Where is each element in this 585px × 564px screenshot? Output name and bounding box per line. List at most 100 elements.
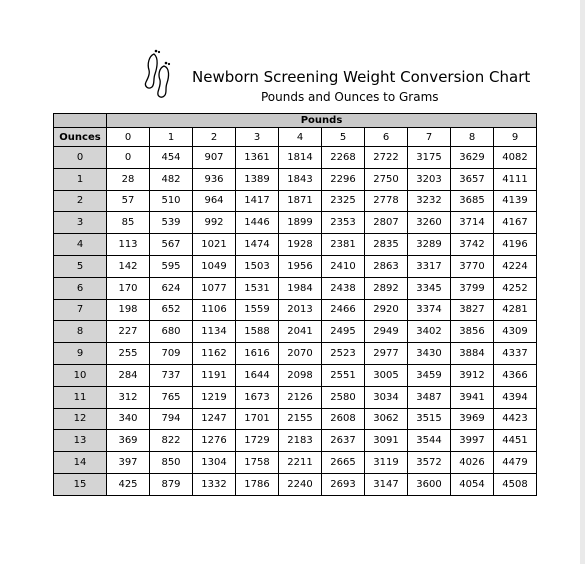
grams-cell: 2807 bbox=[364, 211, 408, 235]
grams-cell: 2466 bbox=[321, 298, 365, 322]
table-row: 10 284 737 1191 1644 2098 2551 3005 3459 3912 4366 bbox=[53, 363, 537, 387]
ounces-row-header: 14 bbox=[53, 451, 107, 474]
grams-cell: 4139 bbox=[493, 189, 537, 213]
grams-cell: 936 bbox=[192, 167, 236, 191]
grams-cell: 1106 bbox=[192, 298, 236, 322]
grams-cell: 3827 bbox=[450, 298, 494, 322]
grams-cell: 2268 bbox=[321, 146, 365, 169]
grams-cell: 794 bbox=[149, 407, 193, 431]
grams-cell: 2977 bbox=[364, 342, 408, 365]
grams-cell: 2665 bbox=[321, 451, 365, 474]
grams-cell: 3629 bbox=[450, 146, 494, 169]
grams-cell: 1361 bbox=[235, 146, 279, 169]
grams-cell: 3742 bbox=[450, 233, 494, 256]
chart-title: Newborn Screening Weight Conversion Char… bbox=[192, 68, 531, 86]
grams-cell: 3175 bbox=[407, 146, 451, 169]
grams-cell: 3402 bbox=[407, 320, 451, 344]
grams-cell: 2608 bbox=[321, 407, 365, 431]
grams-cell: 2353 bbox=[321, 211, 365, 235]
grams-cell: 1758 bbox=[235, 451, 279, 474]
grams-cell: 624 bbox=[149, 276, 193, 300]
grams-cell: 1673 bbox=[235, 385, 279, 409]
grams-cell: 255 bbox=[106, 342, 150, 365]
grams-cell: 3572 bbox=[407, 451, 451, 474]
grams-cell: 425 bbox=[106, 472, 150, 496]
ounces-label: Ounces bbox=[53, 127, 107, 147]
grams-cell: 992 bbox=[192, 211, 236, 235]
grams-cell: 3374 bbox=[407, 298, 451, 322]
ounces-row-header: 9 bbox=[53, 342, 107, 365]
grams-cell: 2523 bbox=[321, 342, 365, 365]
grams-cell: 397 bbox=[106, 451, 150, 474]
table-row: 1 28 482 936 1389 1843 2296 2750 3203 3657 4111 bbox=[53, 167, 537, 191]
grams-cell: 1928 bbox=[278, 233, 322, 256]
pound-column-header: 7 bbox=[407, 127, 451, 147]
grams-cell: 2126 bbox=[278, 385, 322, 409]
grams-cell: 2296 bbox=[321, 167, 365, 191]
grams-cell: 4423 bbox=[493, 407, 537, 431]
grams-cell: 3912 bbox=[450, 363, 494, 387]
grams-cell: 1247 bbox=[192, 407, 236, 431]
table-row: 2 57 510 964 1417 1871 2325 2778 3232 3685 4139 bbox=[53, 189, 537, 213]
grams-cell: 3657 bbox=[450, 167, 494, 191]
pound-column-header: 9 bbox=[493, 127, 537, 147]
ounces-row-header: 1 bbox=[53, 167, 107, 191]
pound-column-header: 3 bbox=[235, 127, 279, 147]
grams-cell: 113 bbox=[106, 233, 150, 256]
ounces-row-header: 6 bbox=[53, 276, 107, 300]
grams-cell: 482 bbox=[149, 167, 193, 191]
grams-cell: 1814 bbox=[278, 146, 322, 169]
ounces-row-header: 0 bbox=[53, 146, 107, 169]
grams-cell: 652 bbox=[149, 298, 193, 322]
pound-column-header: 6 bbox=[364, 127, 408, 147]
grams-cell: 2580 bbox=[321, 385, 365, 409]
grams-cell: 3317 bbox=[407, 254, 451, 278]
grams-cell: 4026 bbox=[450, 451, 494, 474]
grams-cell: 4479 bbox=[493, 451, 537, 474]
grams-cell: 4281 bbox=[493, 298, 537, 322]
grams-cell: 3487 bbox=[407, 385, 451, 409]
pound-column-header: 2 bbox=[192, 127, 236, 147]
grams-cell: 2211 bbox=[278, 451, 322, 474]
grams-cell: 4309 bbox=[493, 320, 537, 344]
ounces-row-header: 12 bbox=[53, 407, 107, 431]
ounces-row-header: 8 bbox=[53, 320, 107, 344]
vertical-scrollbar[interactable] bbox=[580, 0, 585, 564]
grams-cell: 595 bbox=[149, 254, 193, 278]
grams-cell: 2410 bbox=[321, 254, 365, 278]
grams-cell: 2325 bbox=[321, 189, 365, 213]
grams-cell: 2920 bbox=[364, 298, 408, 322]
grams-cell: 3884 bbox=[450, 342, 494, 365]
grams-cell: 1956 bbox=[278, 254, 322, 278]
grams-cell: 1786 bbox=[235, 472, 279, 496]
ounces-row-header: 11 bbox=[53, 385, 107, 409]
table-row: 12 340 794 1247 1701 2155 2608 3062 3515 3969 4423 bbox=[53, 407, 537, 431]
grams-cell: 1474 bbox=[235, 233, 279, 256]
grams-cell: 198 bbox=[106, 298, 150, 322]
grams-cell: 964 bbox=[192, 189, 236, 213]
grams-cell: 3005 bbox=[364, 363, 408, 387]
grams-cell: 1021 bbox=[192, 233, 236, 256]
grams-cell: 3459 bbox=[407, 363, 451, 387]
grams-cell: 3430 bbox=[407, 342, 451, 365]
grams-cell: 2863 bbox=[364, 254, 408, 278]
grams-cell: 4252 bbox=[493, 276, 537, 300]
grams-cell: 3969 bbox=[450, 407, 494, 431]
grams-cell: 2381 bbox=[321, 233, 365, 256]
ounces-row-header: 10 bbox=[53, 363, 107, 387]
grams-cell: 2183 bbox=[278, 429, 322, 453]
grams-cell: 3515 bbox=[407, 407, 451, 431]
table-row: 13 369 822 1276 1729 2183 2637 3091 3544 3997 4451 bbox=[53, 429, 537, 453]
grams-cell: 284 bbox=[106, 363, 150, 387]
grams-cell: 1191 bbox=[192, 363, 236, 387]
grams-cell: 4054 bbox=[450, 472, 494, 496]
grams-cell: 4167 bbox=[493, 211, 537, 235]
grams-cell: 1531 bbox=[235, 276, 279, 300]
grams-cell: 3345 bbox=[407, 276, 451, 300]
grams-cell: 1049 bbox=[192, 254, 236, 278]
grams-cell: 510 bbox=[149, 189, 193, 213]
grams-cell: 0 bbox=[106, 146, 150, 169]
grams-cell: 28 bbox=[106, 167, 150, 191]
table-row: 8 227 680 1134 1588 2041 2495 2949 3402 3856 4309 bbox=[53, 320, 537, 344]
